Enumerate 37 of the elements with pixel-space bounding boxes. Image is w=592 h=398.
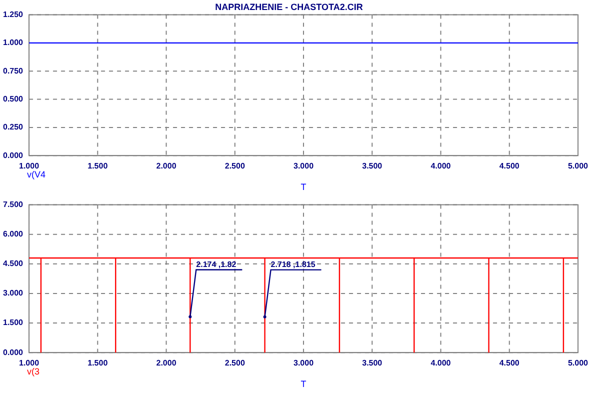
x-axis-title: T [300,379,307,390]
y-tick-label: 0.500 [2,94,24,104]
y-tick-label: 0.000 [2,150,24,160]
x-tick-label: 4.000 [430,358,452,368]
x-tick-label: 3.500 [362,162,383,171]
text: v(V4 [27,170,46,180]
x-tick-label: 2.500 [224,162,246,171]
y-tick-label: 6.000 [2,230,24,239]
y-tick-label: 1.250 [2,10,24,20]
annotation: 2.718 ,1.815 [270,260,316,270]
y-tick-label: 3.000 [2,288,24,298]
x-tick-label: 1.500 [88,162,108,171]
x-tick-label: 4.500 [499,162,520,171]
x-tick-label: 3.000 [293,162,314,171]
y-tick-label: 1.500 [2,318,24,328]
x-tick-label: 4.000 [430,162,452,171]
chart-title: NAPRIAZHENIE - CHASTOTA2.CIR [215,2,364,12]
x-tick-label: 5.000 [568,358,589,368]
x-tick-label: 1.000 [19,358,40,368]
x-tick-label: 2.000 [156,162,177,171]
y-tick-label: 0.750 [2,66,24,76]
x-tick-label: 1.000 [19,162,40,171]
y-tick-label: 7.500 [2,200,24,210]
x-tick-label: 1.500 [88,358,108,368]
x-axis-title: T [300,182,307,192]
y-tick-label: 4.500 [2,259,24,268]
x-tick-label: 4.500 [499,358,520,368]
annotation: 2.174 ,1.82 [196,260,237,269]
x-tick-label: 2.000 [156,358,177,368]
x-tick-label: 5.000 [568,162,589,171]
x-tick-label: 2.500 [224,358,246,368]
x-tick-label: 3.500 [362,358,383,368]
y-tick-label: 0.000 [2,348,24,357]
y-tick-label: 0.250 [2,122,24,132]
x-tick-label: 3.000 [293,358,314,368]
y-tick-label: 1.000 [2,38,24,48]
series-label: v(3 [27,366,40,377]
